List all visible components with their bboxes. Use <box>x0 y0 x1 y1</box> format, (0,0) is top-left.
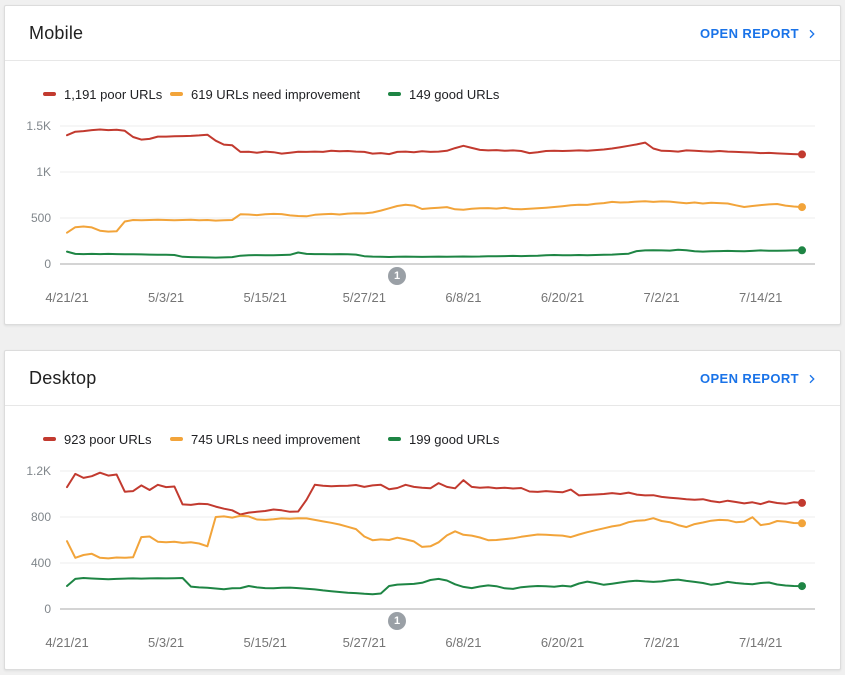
annotation-marker[interactable]: 1 <box>388 267 406 285</box>
y-axis-tick-label: 1.2K <box>26 464 51 478</box>
mobile-cwv-chart[interactable] <box>5 114 840 284</box>
y-axis-tick-label: 0 <box>44 602 51 616</box>
y-axis-tick-label: 0 <box>44 257 51 271</box>
poor-line <box>66 128 803 156</box>
needs-improvement-line-swatch <box>170 437 183 441</box>
y-axis-tick-label: 400 <box>30 556 51 570</box>
legend-item-poor: 923 poor URLs <box>43 432 170 447</box>
legend-label-needs-improvement: 619 URLs need improvement <box>191 86 361 102</box>
poor-endpoint-dot <box>798 498 806 507</box>
needs-improvement-line-swatch <box>170 92 183 96</box>
x-axis-tick-label: 5/15/21 <box>243 635 287 650</box>
legend-item-good: 199 good URLs <box>388 432 499 447</box>
y-axis-tick-label: 1K <box>36 165 51 179</box>
poor-line-swatch <box>43 92 56 96</box>
x-axis-tick-label: 5/3/21 <box>148 290 185 305</box>
x-axis-tick-label: 6/8/21 <box>445 290 482 305</box>
needs-improvement-line <box>66 514 803 560</box>
x-axis-tick-label: 7/14/21 <box>739 635 783 650</box>
legend-item-needs-improvement: 745 URLs need improvement <box>170 432 388 447</box>
x-axis-tick-label: 6/20/21 <box>540 635 585 650</box>
good-line <box>66 248 803 259</box>
legend-item-needs-improvement: 619 URLs need improvement <box>170 87 388 102</box>
x-axis-tick-label: 6/8/21 <box>445 635 482 650</box>
legend-item-poor: 1,191 poor URLs <box>43 87 170 102</box>
x-axis-tick-label: 6/20/21 <box>540 290 585 305</box>
legend-item-good: 149 good URLs <box>388 87 499 102</box>
x-axis-tick-label: 5/3/21 <box>148 635 185 650</box>
desktop-cwv-chart[interactable] <box>5 459 840 629</box>
header-divider <box>5 405 840 406</box>
x-axis-tick-label: 5/27/21 <box>342 635 386 650</box>
needs-improvement-endpoint-dot <box>798 203 806 212</box>
x-axis-tick-label: 7/14/21 <box>739 290 783 305</box>
good-endpoint-dot <box>798 246 806 255</box>
x-axis-tick-label: 4/21/21 <box>45 635 89 650</box>
good-line-swatch <box>388 92 401 96</box>
card-header: Desktop OPEN REPORT <box>5 351 840 405</box>
open-report-link[interactable]: OPEN REPORT <box>700 26 818 41</box>
legend-label-good: 149 good URLs <box>409 86 500 102</box>
good-endpoint-dot <box>798 582 806 591</box>
annotation-marker[interactable]: 1 <box>388 612 406 630</box>
chevron-right-icon <box>809 29 815 38</box>
poor-line <box>66 471 803 516</box>
x-axis-tick-label: 4/21/21 <box>45 290 89 305</box>
poor-line-swatch <box>43 437 56 441</box>
desktop-report-card: Desktop OPEN REPORT 923 poor URLs 745 UR… <box>4 350 841 670</box>
needs-improvement-endpoint-dot <box>798 519 806 528</box>
chart-legend: 1,191 poor URLs 619 URLs need improvemen… <box>43 86 499 102</box>
good-line-swatch <box>388 437 401 441</box>
poor-endpoint-dot <box>798 150 806 159</box>
open-report-label: OPEN REPORT <box>699 371 799 386</box>
mobile-report-card: Mobile OPEN REPORT 1,191 poor URLs 619 U… <box>4 5 841 325</box>
chart-legend: 923 poor URLs 745 URLs need improvement … <box>43 431 499 447</box>
x-axis-tick-label: 7/2/21 <box>643 290 680 305</box>
needs-improvement-line <box>66 200 803 234</box>
header-divider <box>5 60 840 61</box>
good-line <box>66 577 803 596</box>
legend-label-poor: 1,191 poor URLs <box>64 86 163 102</box>
legend-label-poor: 923 poor URLs <box>64 431 152 447</box>
card-title: Mobile <box>29 23 84 43</box>
card-title: Desktop <box>29 368 97 388</box>
y-axis-tick-label: 500 <box>30 211 51 225</box>
x-axis-tick-label: 5/15/21 <box>243 290 287 305</box>
legend-label-needs-improvement: 745 URLs need improvement <box>191 431 361 447</box>
y-axis-tick-label: 1.5K <box>26 119 51 133</box>
x-axis-tick-label: 5/27/21 <box>342 290 386 305</box>
card-header: Mobile OPEN REPORT <box>5 6 840 60</box>
chevron-right-icon <box>809 374 815 383</box>
y-axis-tick-label: 800 <box>30 510 51 524</box>
x-axis-tick-label: 7/2/21 <box>643 635 680 650</box>
open-report-link[interactable]: OPEN REPORT <box>700 371 818 386</box>
open-report-label: OPEN REPORT <box>699 26 799 41</box>
legend-label-good: 199 good URLs <box>409 431 500 447</box>
